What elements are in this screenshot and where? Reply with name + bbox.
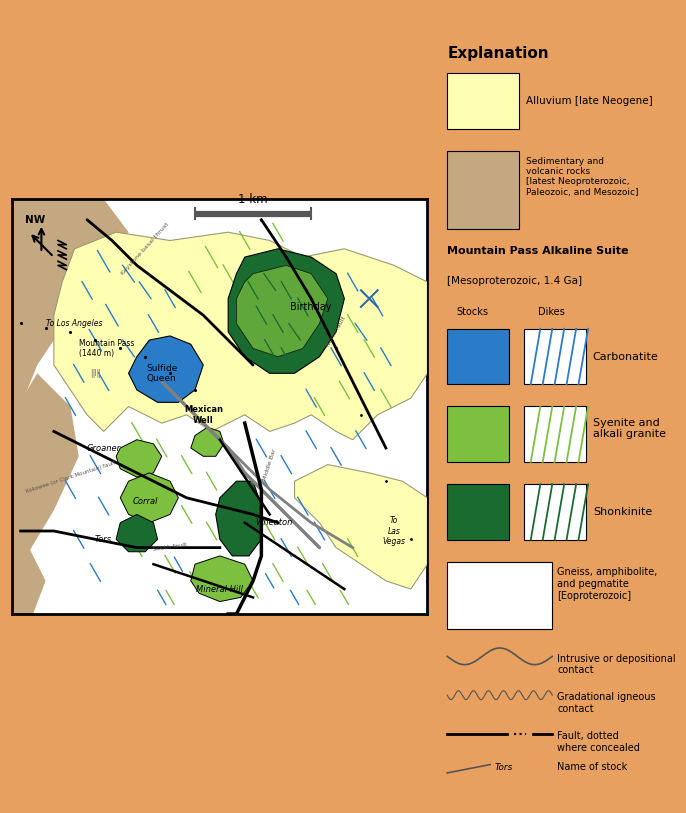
Text: Groaner: Groaner (86, 444, 121, 453)
Polygon shape (228, 249, 344, 373)
Text: Tors: Tors (95, 535, 113, 544)
Text: South fault: South fault (152, 543, 187, 553)
Text: Sedimentary and
volcanic rocks
[latest Neoproterozoic,
Paleozoic, and Mesozoic]: Sedimentary and volcanic rocks [latest N… (526, 157, 639, 197)
Bar (447, 485, 509, 540)
Polygon shape (12, 373, 79, 572)
Text: To Los Angeles: To Los Angeles (45, 319, 102, 328)
Text: Explanation: Explanation (447, 46, 549, 61)
Text: Intrusive or depositional
contact: Intrusive or depositional contact (557, 654, 676, 675)
Text: To
Las
Vegas: To Las Vegas (383, 516, 405, 546)
Bar (523, 485, 586, 540)
Polygon shape (215, 481, 261, 556)
Text: Sulfide
Queen: Sulfide Queen (146, 363, 178, 383)
Bar (447, 406, 509, 462)
Text: Wheaton: Wheaton (255, 518, 292, 527)
Text: ǁlǁ: ǁlǁ (90, 369, 101, 378)
Text: Kokowee (or Clark Mountain) fault: Kokowee (or Clark Mountain) fault (25, 460, 116, 494)
Text: Carbonatite: Carbonatite (593, 351, 659, 362)
Text: Mineral Hill: Mineral Hill (196, 585, 244, 593)
Text: Middle Bar: Middle Bar (262, 448, 277, 481)
Bar (447, 328, 509, 385)
Text: Gradational igneous
contact: Gradational igneous contact (557, 693, 656, 714)
Polygon shape (191, 556, 253, 602)
Text: NW: NW (25, 215, 45, 224)
Polygon shape (128, 336, 203, 402)
Text: Stocks: Stocks (457, 307, 488, 316)
Text: [Mesoproterozoic, 1.4 Ga]: [Mesoproterozoic, 1.4 Ga] (447, 276, 582, 286)
Text: Fault, dotted
where concealed: Fault, dotted where concealed (557, 731, 640, 753)
Polygon shape (116, 440, 162, 477)
Polygon shape (12, 548, 45, 614)
Bar (523, 406, 586, 462)
Text: Alluvium [late Neogene]: Alluvium [late Neogene] (526, 96, 653, 107)
Text: Name of stock: Name of stock (557, 763, 627, 772)
Bar (447, 73, 519, 129)
Text: 1 km: 1 km (238, 193, 268, 207)
Text: Mountain Pass
(1440 m): Mountain Pass (1440 m) (79, 339, 134, 358)
Polygon shape (237, 265, 328, 357)
Bar (447, 151, 519, 228)
Text: Tors: Tors (495, 763, 513, 772)
Text: Gneiss, amphibolite,
and pegmatite
[Eoproterozoic]: Gneiss, amphibolite, and pegmatite [Eopr… (557, 567, 657, 601)
Text: Shonkinite: Shonkinite (593, 507, 652, 517)
Polygon shape (120, 473, 178, 523)
Text: Mountain Pass Alkaline Suite: Mountain Pass Alkaline Suite (447, 246, 628, 255)
Text: Keystone basal thrust: Keystone basal thrust (120, 222, 170, 276)
Polygon shape (294, 464, 427, 589)
Bar (447, 562, 552, 628)
Text: North fault: North fault (325, 315, 346, 348)
Text: Syenite and
alkali granite: Syenite and alkali granite (593, 418, 666, 439)
Polygon shape (54, 233, 427, 440)
Text: Corral: Corral (132, 498, 158, 506)
Polygon shape (12, 199, 128, 428)
Bar (523, 328, 586, 385)
Polygon shape (191, 428, 224, 456)
Text: Dikes: Dikes (538, 307, 565, 316)
Text: Mexican
Well: Mexican Well (184, 405, 223, 424)
Polygon shape (116, 515, 158, 552)
Text: Birthday: Birthday (290, 302, 332, 312)
